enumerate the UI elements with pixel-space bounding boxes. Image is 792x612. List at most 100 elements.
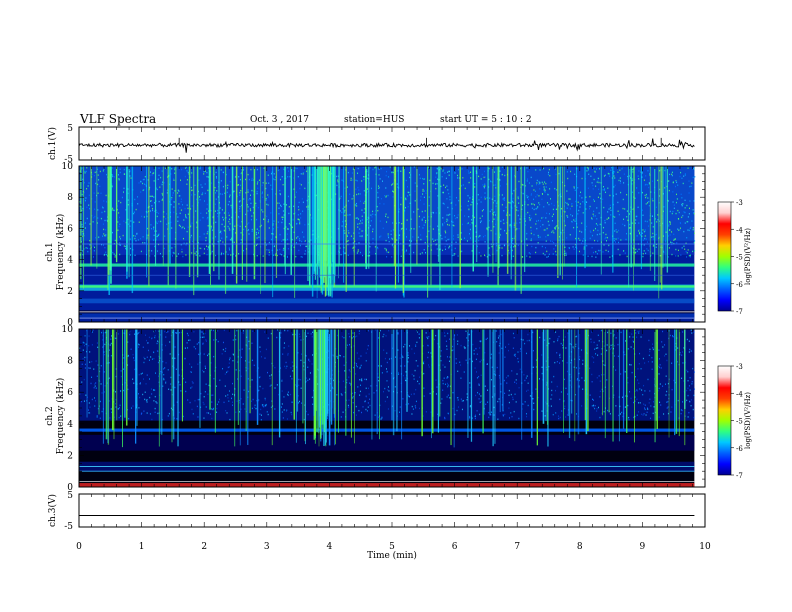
spectral-speckle	[361, 230, 363, 232]
spectral-speckle	[336, 184, 338, 187]
spectral-speckle	[421, 252, 423, 254]
spectral-speckle	[464, 347, 466, 350]
spectral-speckle	[167, 189, 169, 191]
spectral-speckle	[97, 209, 99, 211]
spectral-speckle	[627, 348, 629, 350]
spectral-speckle	[559, 362, 561, 364]
spectral-speckle	[154, 230, 156, 232]
spectral-speckle	[152, 209, 154, 212]
spectral-speckle	[672, 181, 674, 183]
spectral-speckle	[464, 187, 466, 190]
spectral-speckle	[156, 402, 158, 404]
spectral-speckle	[659, 401, 661, 404]
spectral-speckle	[215, 254, 217, 257]
spectral-speckle	[555, 250, 557, 253]
spectral-speckle	[275, 236, 277, 238]
spectral-speckle	[462, 177, 464, 179]
spectral-speckle	[330, 172, 332, 175]
spectral-speckle	[486, 256, 488, 258]
spectral-speckle	[200, 247, 202, 250]
spectral-speckle	[478, 239, 480, 242]
spectral-speckle	[489, 254, 491, 257]
spectral-speckle	[356, 365, 358, 368]
spectral-speckle	[344, 252, 346, 254]
spectral-speckle	[221, 223, 223, 226]
spectral-speckle	[134, 237, 136, 240]
spectral-speckle	[84, 222, 86, 224]
spectral-speckle	[452, 407, 454, 410]
spectral-speckle	[646, 411, 648, 414]
spectral-speckle	[460, 344, 462, 347]
spectral-speckle	[203, 173, 205, 175]
spectral-speckle	[245, 178, 247, 181]
spectral-speckle	[212, 408, 214, 411]
spectral-speckle	[478, 199, 480, 201]
spectral-speckle	[216, 407, 218, 410]
spectral-speckle	[390, 233, 392, 236]
spectral-speckle	[186, 230, 188, 233]
spectral-speckle	[526, 352, 528, 355]
spectral-speckle	[309, 378, 311, 380]
spectral-speckle	[423, 196, 425, 199]
spectral-speckle	[558, 227, 560, 229]
spectral-speckle	[95, 182, 97, 185]
spectral-speckle	[413, 378, 415, 380]
spectral-speckle	[526, 232, 528, 235]
spectral-speckle	[444, 236, 446, 238]
spectral-speckle	[527, 170, 529, 173]
spectral-speckle	[228, 362, 230, 364]
spectral-speckle	[684, 173, 686, 175]
spectral-speckle	[522, 403, 524, 405]
spectral-speckle	[550, 405, 552, 407]
spectral-speckle	[474, 182, 476, 185]
spectral-speckle	[622, 207, 624, 210]
spectral-speckle	[344, 232, 346, 234]
spectral-speckle	[344, 214, 346, 217]
spectral-speckle	[96, 416, 98, 418]
spectral-speckle	[597, 177, 599, 180]
spectral-speckle	[104, 353, 106, 356]
spectral-speckle	[298, 378, 300, 381]
spectral-speckle	[352, 332, 354, 334]
spectral-speckle	[688, 180, 690, 182]
spectral-speckle	[610, 169, 612, 171]
spectral-speckle	[229, 249, 231, 251]
spectral-speckle	[644, 230, 646, 232]
spectral-speckle	[609, 207, 611, 209]
spectral-speckle	[301, 198, 303, 200]
spectral-speckle	[644, 408, 646, 411]
spectral-speckle	[367, 344, 369, 347]
spectral-speckle	[226, 236, 228, 238]
spectral-speckle	[638, 192, 640, 194]
spectral-speckle	[513, 237, 515, 239]
spectral-speckle	[693, 371, 695, 373]
spectral-speckle	[634, 222, 636, 224]
spectral-speckle	[478, 375, 480, 378]
spectral-speckle	[291, 401, 293, 403]
spectral-speckle	[347, 254, 349, 256]
spectral-speckle	[593, 200, 595, 202]
spectral-speckle	[380, 197, 382, 200]
spectral-speckle	[533, 408, 535, 411]
spectral-speckle	[163, 373, 165, 376]
spectral-speckle	[605, 233, 607, 236]
spectral-speckle	[100, 383, 102, 385]
spectral-speckle	[576, 204, 578, 207]
spectral-speckle	[367, 177, 369, 179]
spectral-speckle	[658, 365, 660, 368]
spectral-speckle	[364, 400, 366, 402]
spectral-speckle	[526, 390, 528, 392]
spectral-speckle	[287, 176, 289, 178]
spectral-speckle	[620, 239, 622, 241]
spectral-speckle	[600, 353, 602, 355]
spectral-speckle	[456, 216, 458, 219]
spectral-speckle	[677, 249, 679, 252]
spectral-speckle	[367, 348, 369, 350]
spectral-speckle	[256, 233, 258, 236]
spectral-speckle	[86, 167, 88, 169]
spectral-speckle	[170, 389, 172, 391]
spectral-speckle	[411, 413, 413, 415]
spectral-speckle	[579, 203, 581, 205]
spectral-speckle	[359, 228, 361, 230]
spectral-speckle	[91, 173, 93, 176]
